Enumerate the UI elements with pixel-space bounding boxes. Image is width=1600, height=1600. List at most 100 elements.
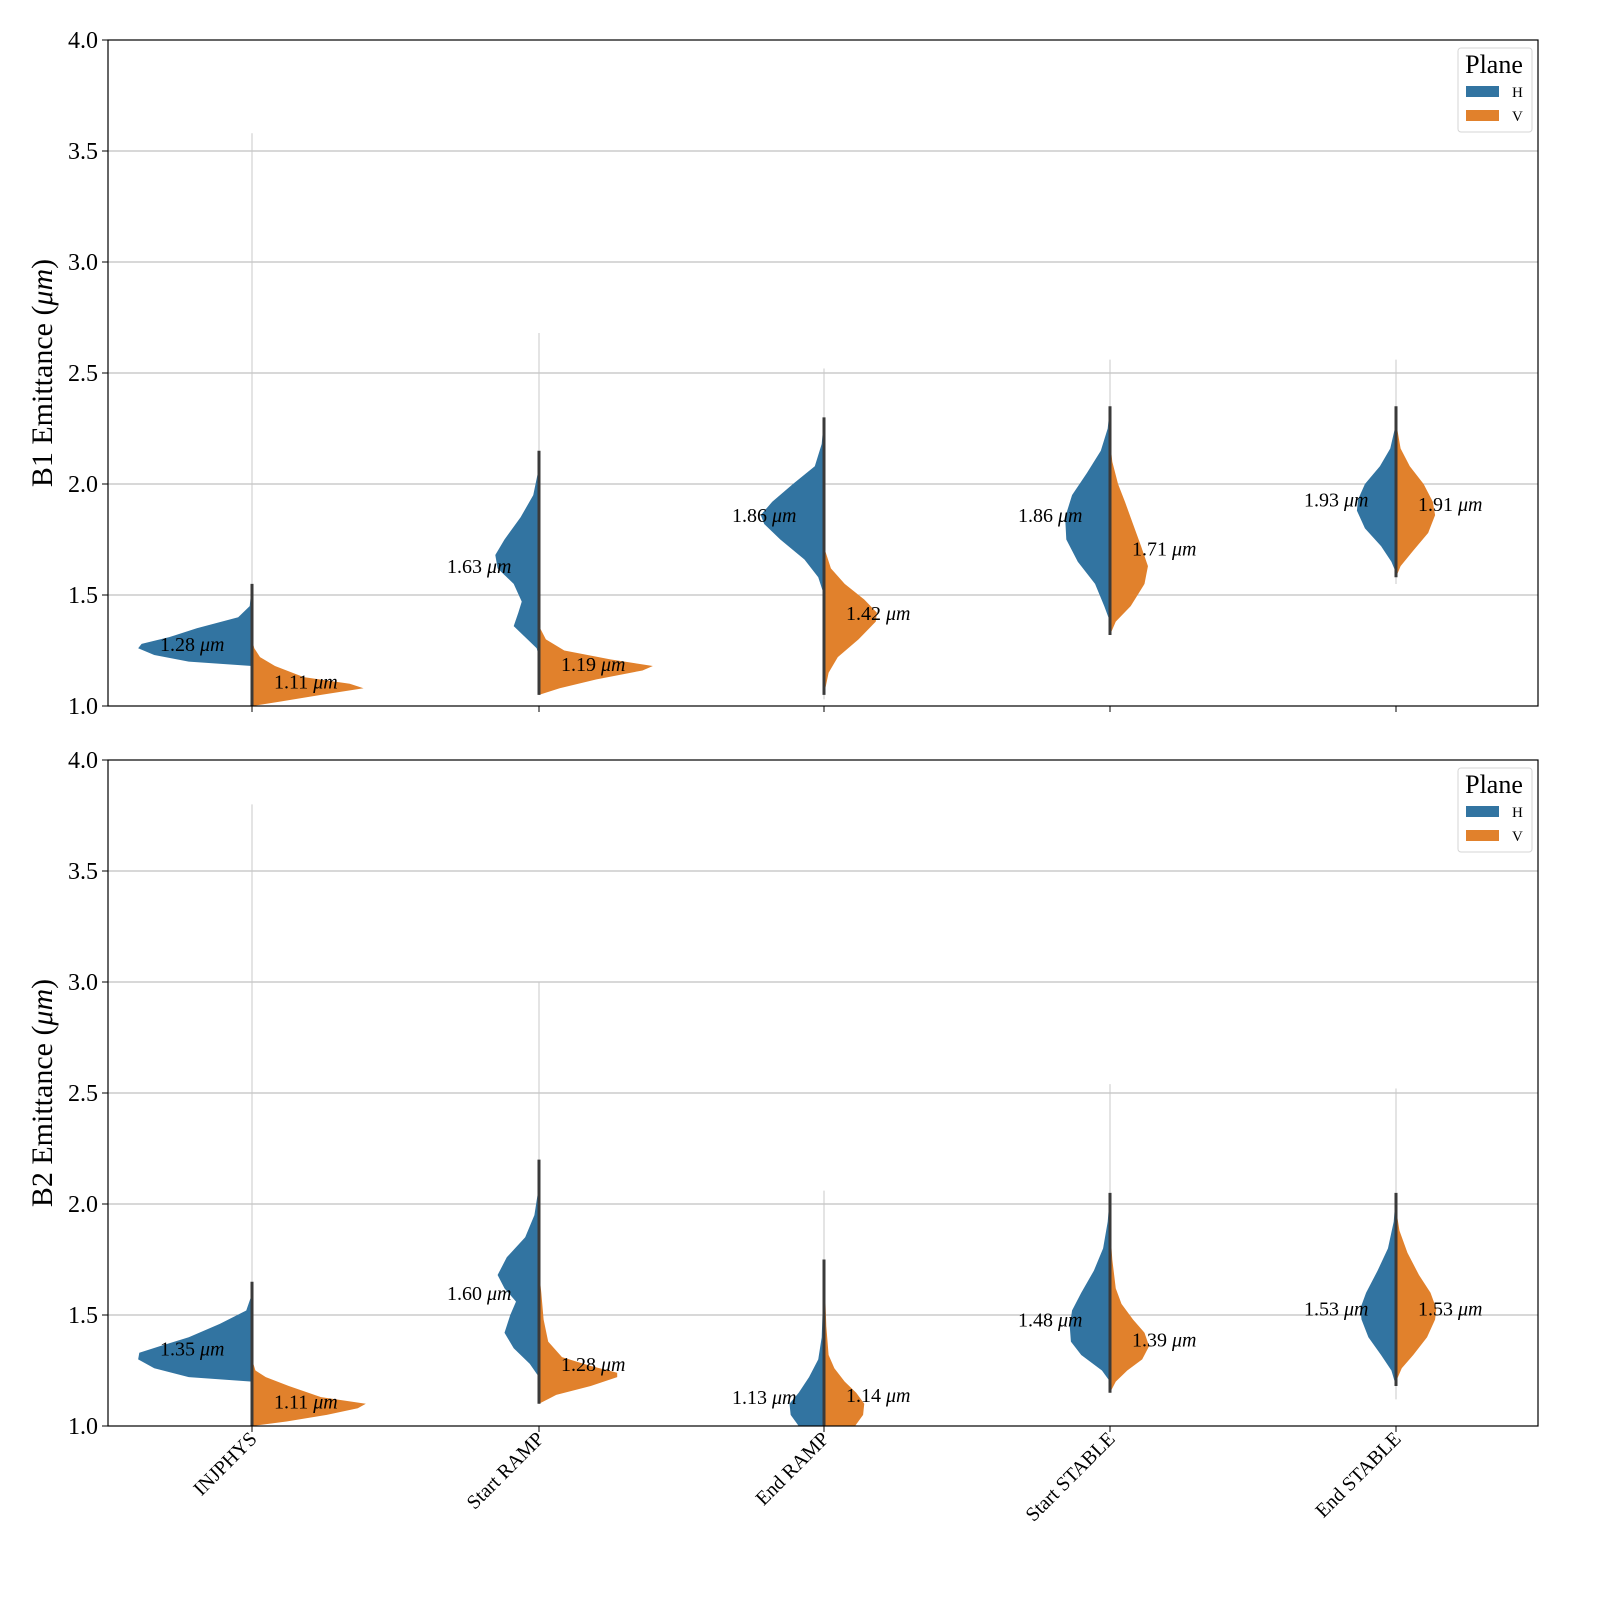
median-label: 1.14 μm (846, 1385, 910, 1407)
y-tick-label: 1.5 (68, 583, 98, 609)
y-tick-label: 1.0 (68, 1414, 98, 1440)
legend-entry-h: H (1512, 85, 1523, 101)
median-unit-text: μm (1057, 1309, 1082, 1331)
median-value: 1.14 (846, 1385, 881, 1407)
legend-title: Plane (1465, 50, 1523, 79)
median-unit-text: μm (312, 672, 337, 694)
median-value: 1.53 (1418, 1298, 1453, 1320)
y-axis-label-unit: μm (26, 989, 59, 1027)
median-value: 1.63 (447, 556, 482, 578)
median-label: 1.48 μm (1018, 1309, 1082, 1331)
x-category-label: End RAMP (752, 1428, 834, 1510)
median-unit-text: μm (199, 1338, 224, 1360)
violin-h-start-ramp (497, 1159, 539, 1378)
violin-h-injphys (138, 1281, 252, 1382)
median-unit-text: μm (1171, 1329, 1196, 1351)
median-value: 1.48 (1018, 1309, 1053, 1331)
legend-entry-v: V (1512, 829, 1523, 845)
median-value: 1.35 (160, 1338, 195, 1360)
legend-title: Plane (1465, 770, 1523, 799)
median-unit-text: μm (771, 1387, 796, 1409)
y-tick-label: 3.5 (68, 859, 98, 885)
median-value: 1.28 (561, 1354, 596, 1376)
legend-swatch-h (1466, 806, 1499, 817)
x-category-label: Start RAMP (463, 1428, 549, 1514)
median-value: 1.19 (561, 654, 596, 676)
median-label: 1.42 μm (846, 603, 910, 625)
violin-h-end-stable (1356, 406, 1396, 573)
x-category-label: End STABLE (1311, 1428, 1405, 1522)
x-category-label: Start STABLE (1021, 1428, 1119, 1526)
median-unit-text: μm (885, 1385, 910, 1407)
median-value: 1.71 (1132, 538, 1167, 560)
violin-h-end-ramp (760, 417, 824, 595)
violin-v-end-ramp (824, 528, 877, 695)
violin-v-injphys (252, 1359, 366, 1426)
median-unit-text: μm (486, 1283, 511, 1305)
median-label: 1.19 μm (561, 654, 625, 676)
violin-h-injphys (138, 583, 252, 667)
median-value: 1.93 (1304, 490, 1339, 512)
violin-h-start-stable (1069, 1192, 1110, 1382)
violin-h-start-ramp (495, 450, 539, 658)
median-label: 1.86 μm (1018, 505, 1082, 527)
violin-v-end-ramp (824, 1259, 865, 1426)
median-label: 1.60 μm (447, 1283, 511, 1305)
median-value: 1.28 (160, 634, 195, 656)
panel-b1: 1.01.52.02.53.03.54.0B1 Emittance (μm)1.… (26, 28, 1539, 720)
median-label: 1.71 μm (1132, 538, 1196, 560)
y-tick-label: 2.5 (68, 361, 98, 387)
y-tick-label: 1.0 (68, 694, 98, 720)
median-value: 1.53 (1304, 1298, 1339, 1320)
legend: Plane HV (1457, 767, 1533, 853)
violin-v-start-ramp (539, 1270, 618, 1404)
y-axis-label-text: B1 Emittance ( (26, 306, 59, 488)
violin-v-start-stable (1110, 1226, 1150, 1393)
median-label: 1.28 μm (160, 634, 224, 656)
median-value: 1.11 (274, 672, 308, 694)
y-tick-label: 2.5 (68, 1081, 98, 1107)
median-unit-text: μm (312, 1392, 337, 1414)
median-label: 1.63 μm (447, 556, 511, 578)
y-tick-label: 4.0 (68, 28, 98, 54)
legend-swatch-h (1466, 86, 1499, 97)
violin-v-end-stable (1396, 417, 1436, 578)
y-tick-label: 3.0 (68, 970, 98, 996)
axes-frame (107, 759, 1539, 1427)
median-label: 1.39 μm (1132, 1329, 1196, 1351)
y-tick-label: 2.0 (68, 472, 98, 498)
y-tick-label: 3.5 (68, 139, 98, 165)
legend-entry-v: V (1512, 109, 1523, 125)
violin-v-start-ramp (539, 617, 653, 695)
median-label: 1.91 μm (1418, 494, 1482, 516)
median-label: 1.11 μm (274, 1392, 338, 1414)
x-category-label: INJPHYS (189, 1428, 261, 1500)
median-label: 1.53 μm (1418, 1298, 1482, 1320)
legend-entry-h: H (1512, 805, 1523, 821)
y-axis-label-close: ) (26, 259, 59, 269)
median-label: 1.93 μm (1304, 490, 1368, 512)
axes-frame (107, 39, 1539, 707)
y-axis-label: B1 Emittance (μm) (26, 259, 59, 487)
legend: Plane HV (1457, 47, 1533, 133)
violin-h-start-stable (1065, 406, 1110, 622)
median-label: 1.28 μm (561, 1354, 625, 1376)
median-value: 1.13 (732, 1387, 767, 1409)
violin-v-end-stable (1396, 1208, 1437, 1382)
median-label: 1.53 μm (1304, 1298, 1368, 1320)
median-value: 1.86 (732, 505, 767, 527)
x-category-labels: INJPHYS Start RAMP End RAMP Start STABLE End… (189, 1428, 1405, 1526)
median-label: 1.35 μm (160, 1338, 224, 1360)
y-axis-label: B2 Emittance (μm) (26, 979, 59, 1207)
median-value: 1.86 (1018, 505, 1053, 527)
median-unit-text: μm (1457, 494, 1482, 516)
y-axis-label-text: B2 Emittance ( (26, 1026, 59, 1208)
y-tick-label: 3.0 (68, 250, 98, 276)
median-unit-text: μm (1171, 538, 1196, 560)
violin-v-start-stable (1110, 439, 1148, 635)
median-value: 1.42 (846, 603, 881, 625)
median-unit-text: μm (771, 505, 796, 527)
y-tick-label: 1.5 (68, 1303, 98, 1329)
y-axis-label-unit: μm (26, 269, 59, 307)
legend-swatch-v (1466, 110, 1499, 121)
